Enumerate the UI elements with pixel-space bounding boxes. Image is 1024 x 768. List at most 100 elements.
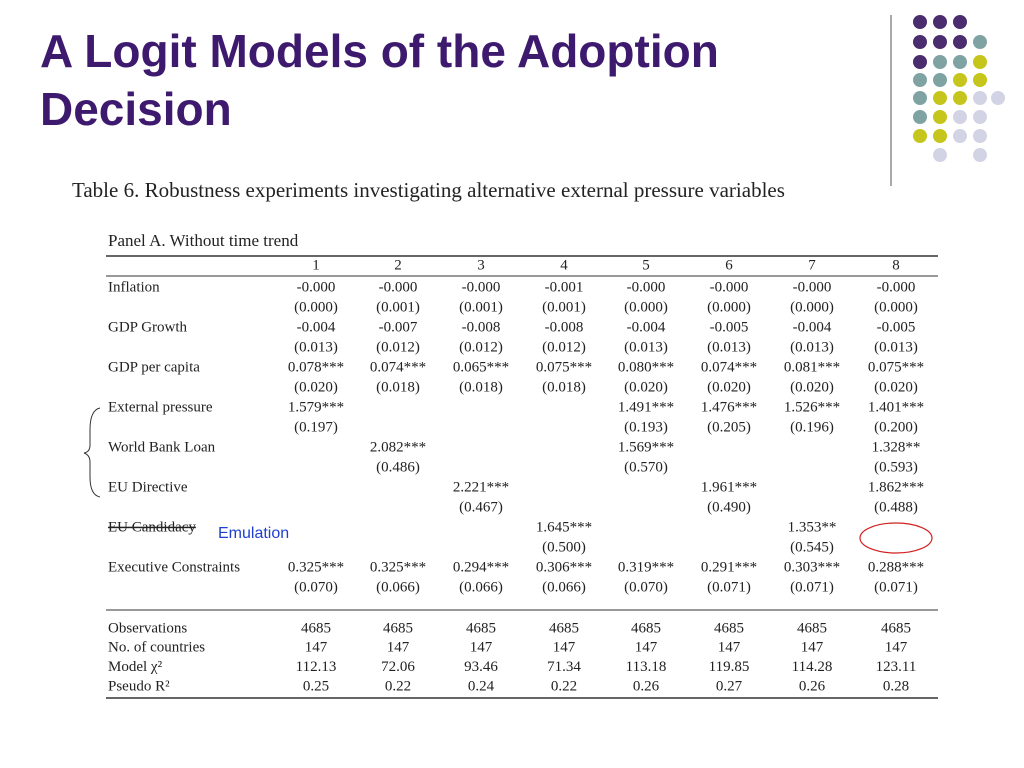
stat-value: 0.25	[303, 678, 329, 694]
stat-value: 0.27	[716, 678, 743, 694]
dot	[953, 15, 967, 29]
standard-error: (0.000)	[707, 299, 751, 315]
coefficient: -0.004	[297, 319, 336, 335]
standard-error: (0.488)	[874, 499, 918, 515]
brace	[83, 407, 101, 498]
coefficient: 1.569***	[618, 439, 674, 455]
stat-value: 4685	[631, 620, 661, 636]
dot	[953, 129, 967, 143]
coefficient: 0.319***	[618, 559, 674, 575]
standard-error: (0.486)	[376, 459, 420, 475]
standard-error: (0.205)	[707, 419, 751, 435]
standard-error: (0.018)	[542, 379, 586, 395]
coefficient: 0.075***	[536, 359, 592, 375]
column-header: 8	[892, 257, 900, 273]
dot	[933, 148, 947, 162]
coefficient: 1.328**	[872, 439, 921, 455]
row-label: External pressure	[108, 399, 213, 415]
dot	[913, 15, 927, 29]
standard-error: (0.066)	[376, 579, 420, 595]
stat-value: 119.85	[709, 659, 750, 675]
coefficient: 0.074***	[370, 359, 426, 375]
stat-value: 112.13	[296, 659, 337, 675]
coefficient: 1.401***	[868, 399, 924, 415]
row-label: EU Directive	[108, 479, 188, 495]
standard-error: (0.001)	[376, 299, 420, 315]
coefficient: 0.306***	[536, 559, 592, 575]
standard-error: (0.000)	[624, 299, 668, 315]
stat-value: 113.18	[626, 659, 667, 675]
coefficient: 1.645***	[536, 519, 592, 535]
stat-value: 93.46	[464, 659, 498, 675]
standard-error: (0.500)	[542, 539, 586, 555]
standard-error: (0.545)	[790, 539, 834, 555]
stat-value: 147	[635, 640, 658, 656]
highlight-ellipse	[859, 522, 933, 554]
row-label: Executive Constraints	[108, 559, 240, 575]
stat-value: 147	[718, 640, 741, 656]
column-header: 1	[312, 257, 320, 273]
dot	[973, 55, 987, 69]
dot	[933, 129, 947, 143]
coefficient: -0.008	[545, 319, 584, 335]
stat-label: No. of countries	[108, 640, 205, 656]
stat-value: 4685	[549, 620, 579, 636]
dot	[953, 55, 967, 69]
coefficient: 0.074***	[701, 359, 757, 375]
standard-error: (0.570)	[624, 459, 668, 475]
row-label: GDP Growth	[108, 319, 188, 335]
standard-error: (0.066)	[542, 579, 586, 595]
dot	[973, 148, 987, 162]
standard-error: (0.020)	[624, 379, 668, 395]
row-label: EU Candidacy	[108, 519, 196, 535]
stat-label: Pseudo R²	[108, 678, 170, 694]
column-header: 6	[725, 257, 733, 273]
dot	[913, 110, 927, 124]
standard-error: (0.012)	[376, 339, 420, 355]
standard-error: (0.000)	[294, 299, 338, 315]
stat-label: Model χ²	[108, 659, 163, 675]
standard-error: (0.012)	[459, 339, 503, 355]
coefficient: 0.078***	[288, 359, 344, 375]
stat-label: Observations	[108, 620, 187, 636]
coefficient: 2.082***	[370, 439, 426, 455]
standard-error: (0.070)	[624, 579, 668, 595]
dot	[973, 91, 987, 105]
standard-error: (0.000)	[874, 299, 918, 315]
dot	[913, 129, 927, 143]
coefficient: -0.000	[462, 279, 501, 295]
standard-error: (0.196)	[790, 419, 834, 435]
stat-value: 4685	[301, 620, 331, 636]
row-label: Inflation	[108, 279, 160, 295]
standard-error: (0.020)	[790, 379, 834, 395]
stat-value: 4685	[714, 620, 744, 636]
stat-value: 147	[885, 640, 908, 656]
coefficient: -0.000	[627, 279, 666, 295]
standard-error: (0.001)	[459, 299, 503, 315]
column-header: 2	[394, 257, 402, 273]
coefficient: -0.004	[793, 319, 832, 335]
coefficient: -0.000	[793, 279, 832, 295]
coefficient: -0.000	[710, 279, 749, 295]
dot	[933, 91, 947, 105]
dot	[933, 73, 947, 87]
standard-error: (0.467)	[459, 499, 503, 515]
standard-error: (0.071)	[707, 579, 751, 595]
dot	[973, 110, 987, 124]
dot	[933, 35, 947, 49]
coefficient: -0.000	[379, 279, 418, 295]
coefficient: 0.325***	[288, 559, 344, 575]
coefficient: -0.000	[877, 279, 916, 295]
standard-error: (0.070)	[294, 579, 338, 595]
standard-error: (0.071)	[874, 579, 918, 595]
stat-value: 147	[553, 640, 576, 656]
decoration-dots	[913, 15, 1005, 162]
coefficient: 2.221***	[453, 479, 509, 495]
coefficient: 1.491***	[618, 399, 674, 415]
dot	[913, 91, 927, 105]
coefficient: 0.294***	[453, 559, 509, 575]
row-label: World Bank Loan	[108, 439, 216, 455]
coefficient: 0.075***	[868, 359, 924, 375]
coefficient: 0.325***	[370, 559, 426, 575]
standard-error: (0.020)	[707, 379, 751, 395]
